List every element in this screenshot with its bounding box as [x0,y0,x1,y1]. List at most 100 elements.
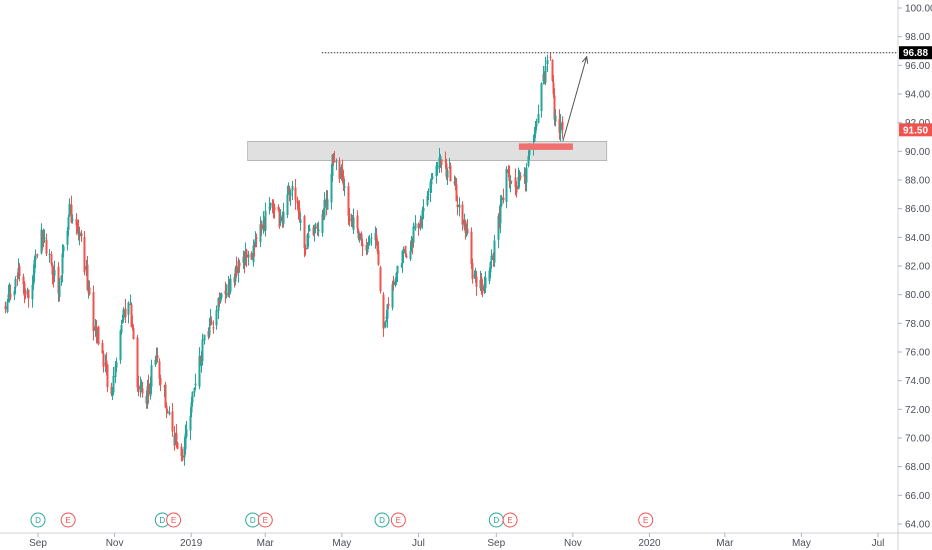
candle-body [220,293,223,298]
candle-body [321,214,324,234]
candle-body [440,159,443,165]
candle-body [86,264,89,291]
candle-body [121,322,124,324]
last-price-tag-label: 91.50 [903,125,928,136]
candle-body [66,230,69,245]
candle-body [210,321,213,325]
candle-body [36,254,39,256]
candle-body [137,384,140,389]
candle-body [401,250,404,264]
candle-body [24,294,27,296]
candle-body [294,187,297,200]
candle-body [225,293,228,295]
candle-body [273,207,276,211]
candle-body [60,275,63,281]
candle-body [156,355,159,359]
candle-body [308,228,311,232]
candle-body [71,219,74,221]
candle-body [343,186,346,188]
price-tick-label: 76.00 [905,348,930,359]
candle-body [461,204,464,225]
candle-body [335,161,338,163]
time-tick-label: Nov [106,538,124,549]
candle-body [209,318,212,324]
candle-body [376,242,379,252]
candle-body [497,215,500,240]
candle-body [193,388,196,393]
earnings-marker [390,512,406,528]
candle-body [446,170,449,178]
candle-body [417,223,420,229]
candle-body [7,294,10,301]
candle-body [181,455,184,461]
candle-body [306,234,309,250]
time-tick-label: Sep [29,538,47,549]
candle-body [41,232,44,241]
candle-body [386,304,389,319]
candle-body [552,82,555,94]
candle-body [277,206,280,211]
candle-body [184,433,187,450]
candle-body [227,284,230,297]
candle-body [493,240,496,263]
candle-body [427,194,430,196]
candle-body [224,290,227,295]
candle-body [67,217,70,230]
candle-body [45,239,48,254]
candle-body [9,293,12,298]
earnings-marker [502,512,518,528]
price-tick-label: 88.00 [905,176,930,187]
time-tick-label: May [332,538,351,549]
candle-body [48,253,51,255]
candle-body [271,203,274,205]
candle-body [217,297,220,312]
dividend-marker-label: D [159,516,165,525]
candle-body [124,308,127,318]
candle-body [458,204,461,208]
candle-body [78,231,81,237]
candle-body [40,229,43,254]
candle-body [519,175,522,178]
candle-body [502,197,505,200]
candle-body [419,219,422,229]
candle-body [411,240,414,246]
candle-body [175,433,178,441]
candle-body [404,246,407,254]
candle-body [537,113,540,123]
candle-body [291,185,294,191]
candle-body [409,250,412,260]
candle-body [101,343,104,354]
candle-body [259,224,262,242]
candle-body [360,233,363,241]
candle-body [136,337,139,388]
candle-body [13,290,16,296]
time-tick-label: Mar [257,538,275,549]
candle-body [164,384,167,408]
candle-body [366,246,369,253]
candle-body [286,194,289,215]
candle-body [307,234,310,239]
candle-body [471,262,474,280]
candle-body [426,196,429,205]
candle-body [420,220,423,223]
candle-body [52,274,55,279]
candle-body [499,204,502,224]
candle-body [395,272,398,281]
candle-body [384,321,387,328]
candle-body [453,181,456,184]
candle-body [348,213,351,220]
candle-body [250,253,253,260]
candle-body [190,402,193,413]
candle-body [68,203,71,216]
candle-body [252,245,255,263]
candle-body [490,255,493,261]
candle-body [551,59,554,81]
time-axis[interactable]: Sep Nov 2019 Mar May Jul Sep Nov 2020 Mar May Jul [29,533,884,549]
candle-body [22,276,25,285]
candle-body [391,284,394,308]
price-tick-label: 64.00 [905,520,930,531]
candle-body [475,276,478,287]
candle-body [533,134,536,142]
